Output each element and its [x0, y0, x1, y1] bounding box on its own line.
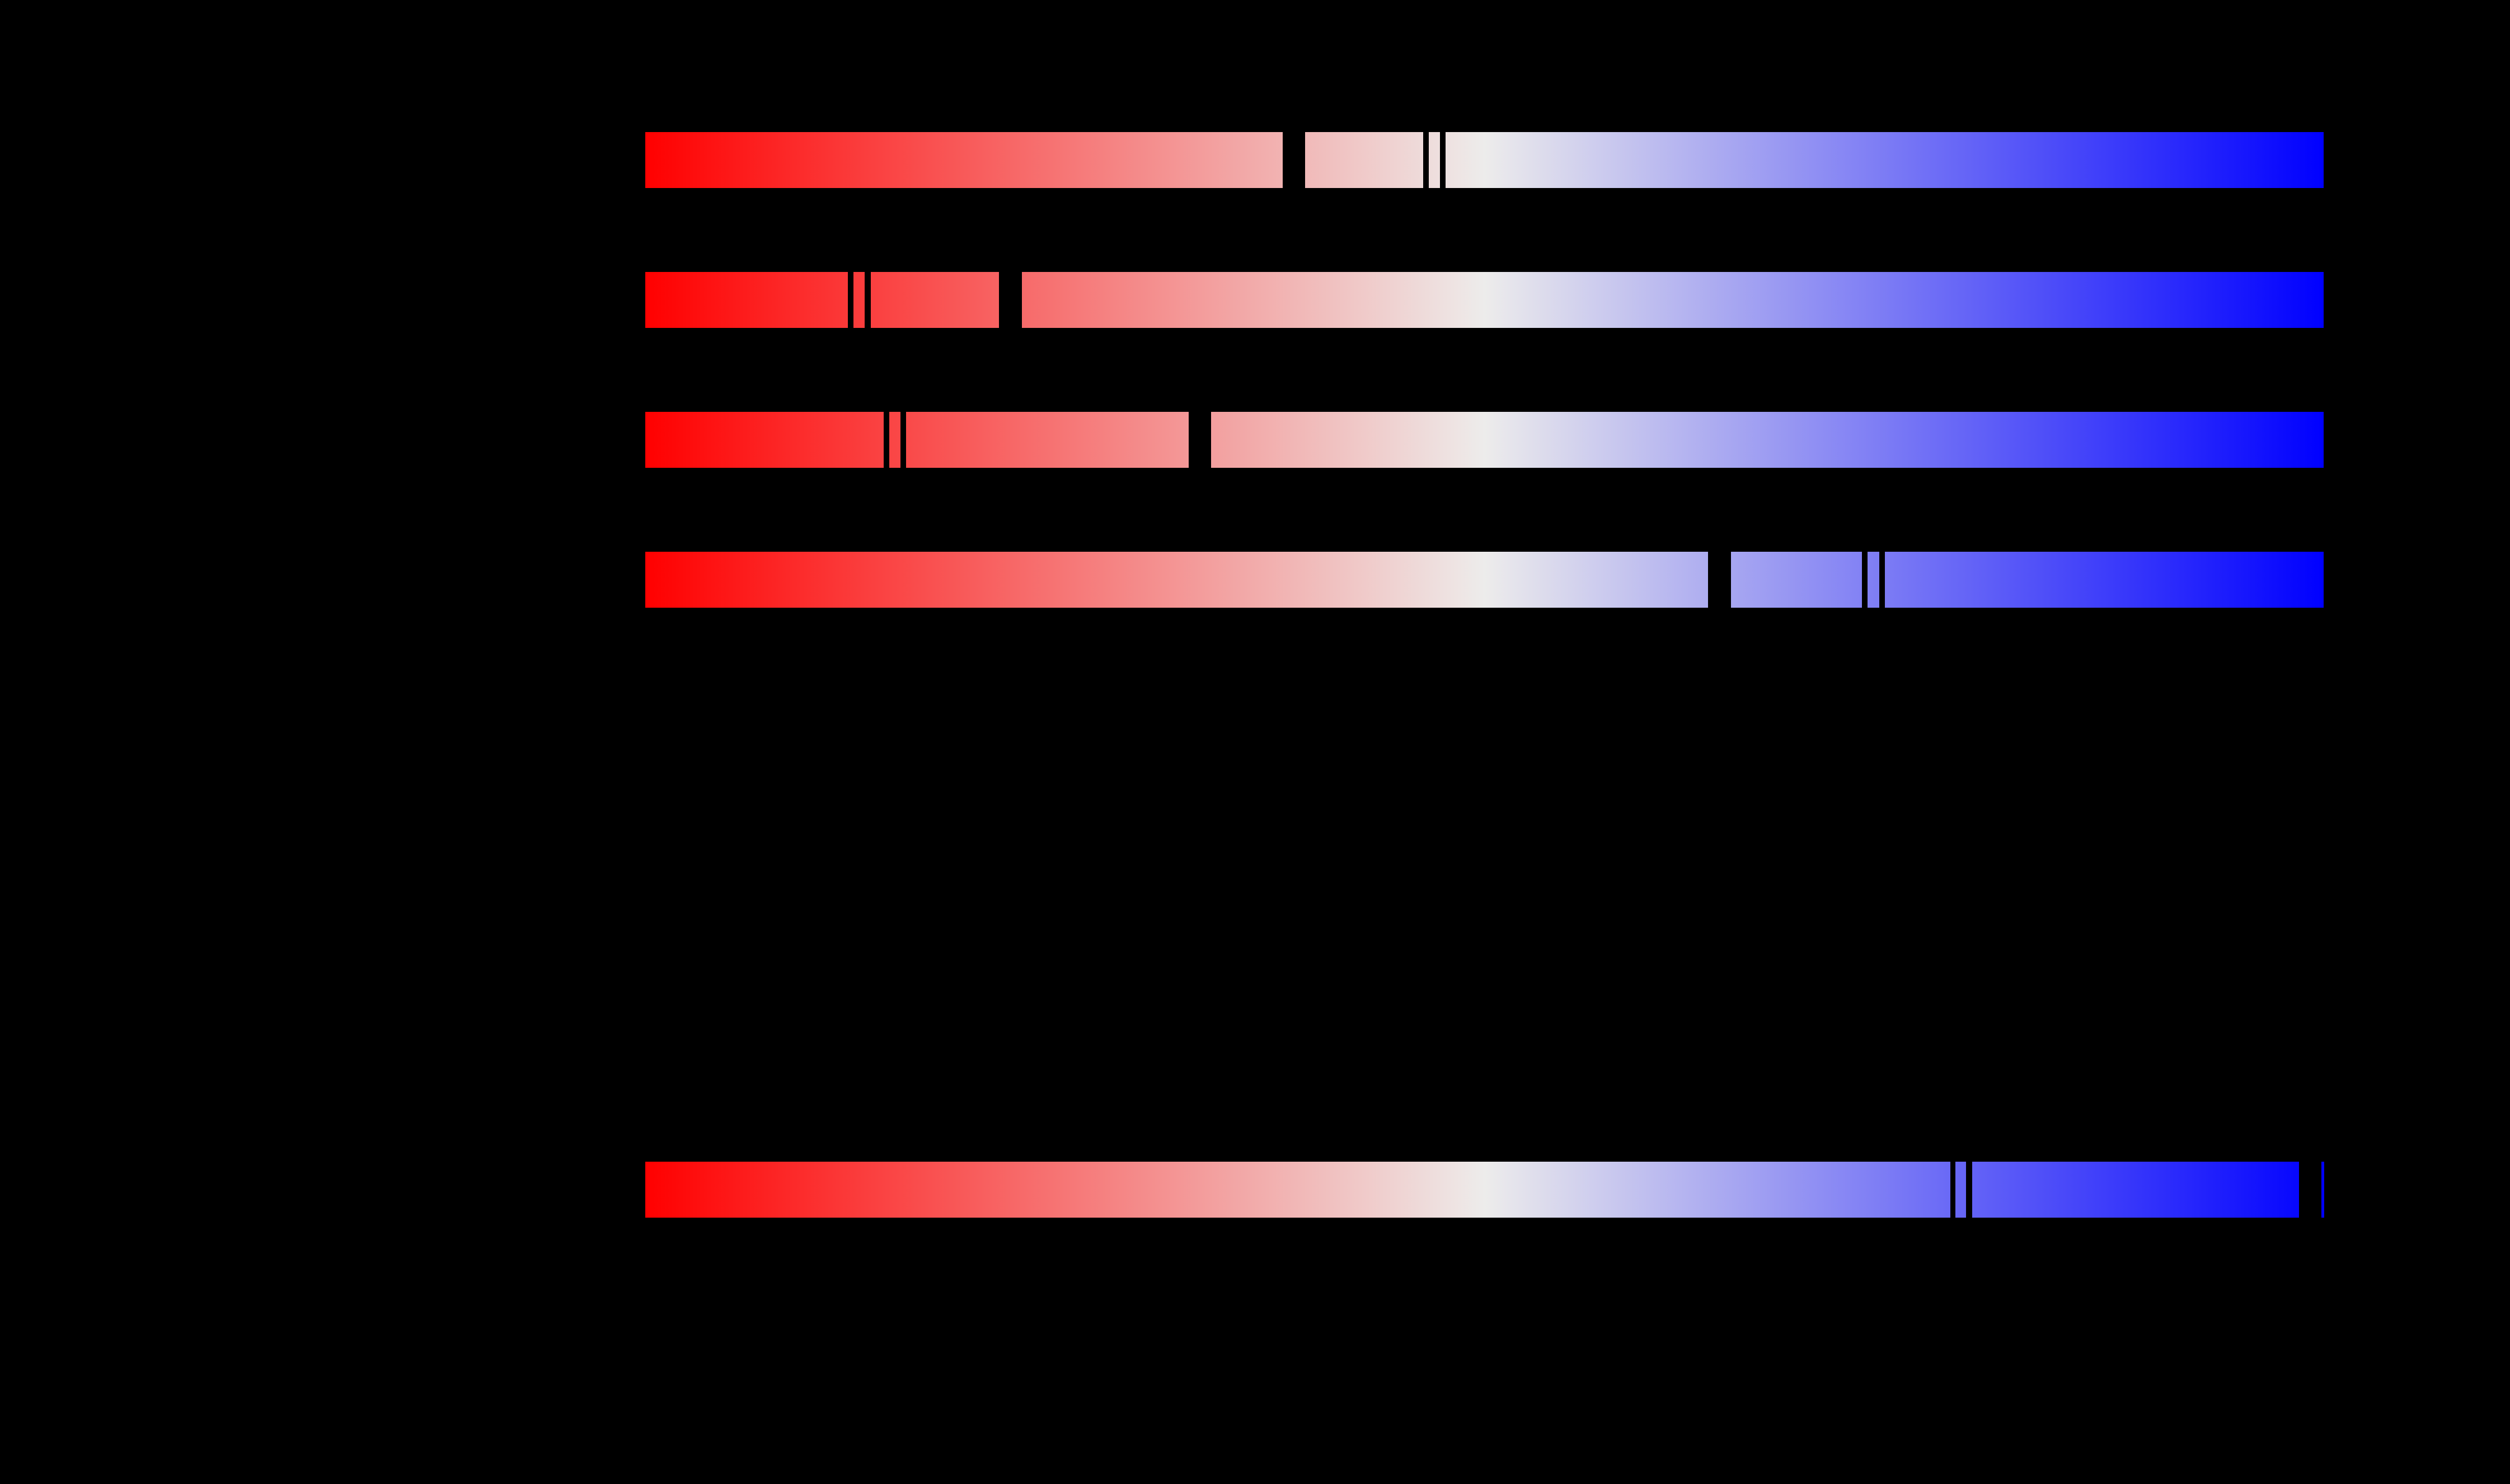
bar-marker-thin — [865, 272, 871, 328]
bar-marker-thin — [1966, 1162, 1972, 1218]
bar-marker-thick — [1283, 132, 1305, 188]
gradient-bar-row-1 — [645, 272, 2324, 328]
bar-marker-thick — [2299, 1162, 2321, 1218]
bar-marker-thick — [999, 272, 1022, 328]
bar-marker-thin — [1423, 132, 1429, 188]
gradient-bar-row-3 — [645, 552, 2324, 608]
gradient-bar-row-4 — [645, 1162, 2324, 1218]
bar-marker-thin — [1862, 552, 1868, 608]
bar-marker-thin — [1440, 132, 1446, 188]
gradient-bar-row-0 — [645, 132, 2324, 188]
bar-marker-thin — [884, 412, 889, 468]
bar-marker-thin — [848, 272, 853, 328]
bar-marker-thin — [900, 412, 906, 468]
gradient-bar-row-2 — [645, 412, 2324, 468]
bar-marker-thick — [1708, 552, 1731, 608]
bar-marker-thin — [1950, 1162, 1955, 1218]
bar-marker-thick — [1189, 412, 1211, 468]
bar-marker-thin — [1879, 552, 1885, 608]
